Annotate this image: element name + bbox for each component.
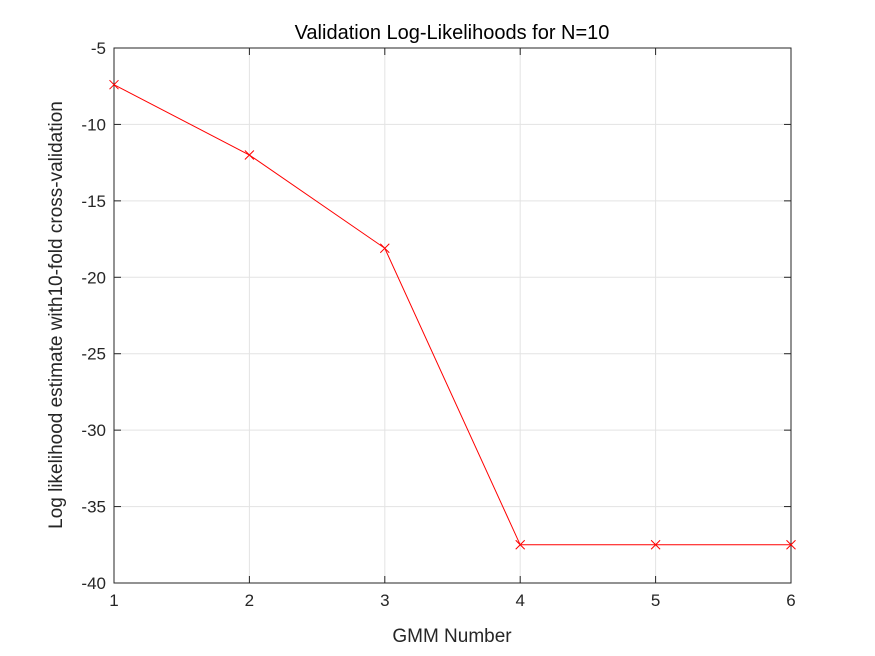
y-axis-label: Log likelihood estimate with10-fold cros… xyxy=(46,101,67,529)
x-axis-label: GMM Number xyxy=(392,626,512,647)
plot-background xyxy=(114,48,791,583)
series-line xyxy=(113,84,791,546)
marker-stroke xyxy=(109,79,119,90)
data-point-marker xyxy=(379,243,390,254)
y-tick-label: -25 xyxy=(81,345,106,364)
data-point-marker xyxy=(244,150,255,160)
data-point-marker xyxy=(515,539,526,550)
chart-title: Validation Log-Likelihoods for N=10 xyxy=(295,22,610,44)
y-tick-label: -10 xyxy=(81,115,106,134)
x-tick-label: 2 xyxy=(245,591,254,610)
axes-box xyxy=(113,47,792,584)
y-tick-label: -40 xyxy=(81,574,106,593)
x-tick-label: 4 xyxy=(515,591,524,610)
y-tick-label: -5 xyxy=(91,39,106,58)
marker-stroke xyxy=(786,539,796,550)
marker-stroke xyxy=(515,539,526,550)
data-point-marker xyxy=(109,79,119,90)
x-tick-label: 3 xyxy=(380,591,389,610)
y-tick-label: -20 xyxy=(81,268,106,287)
x-tick-label: 5 xyxy=(651,591,660,610)
x-tick-label: 1 xyxy=(109,591,118,610)
y-tick-label: -35 xyxy=(81,498,106,517)
data-point-marker xyxy=(650,539,661,550)
y-tick-label: -30 xyxy=(81,421,106,440)
axes xyxy=(113,47,792,584)
marker-stroke xyxy=(244,150,255,160)
x-tick-label: 6 xyxy=(786,591,795,610)
y-tick-label: -15 xyxy=(81,192,106,211)
marker-stroke xyxy=(379,243,390,254)
tick-labels: 1 2 3 4 5 6 -40 -35 -30 -25 -20 -15 -10 -5 xyxy=(81,39,795,610)
series xyxy=(109,79,796,550)
data-point-marker xyxy=(786,539,796,550)
marker-stroke xyxy=(650,539,661,550)
